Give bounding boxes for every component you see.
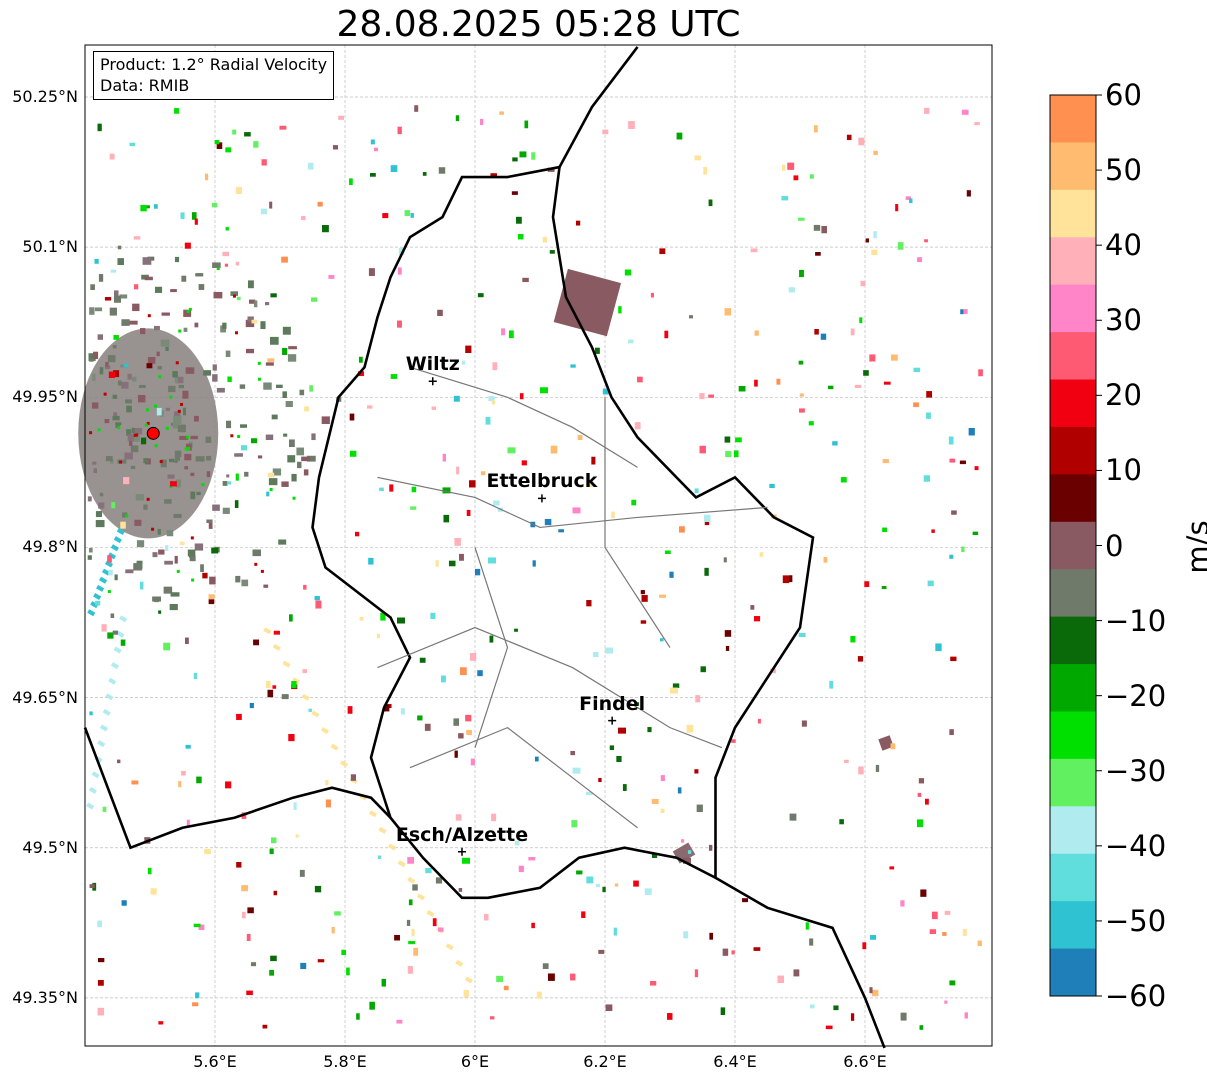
- longitude-label: 5.8°E: [323, 1052, 367, 1071]
- longitude-label: 6.6°E: [843, 1052, 887, 1071]
- colorbar-segment: [1050, 142, 1096, 191]
- luxembourg-border: [311, 165, 815, 900]
- city-marker: [537, 494, 546, 503]
- longitude-label: 6.2°E: [583, 1052, 627, 1071]
- city-label: Ettelbruck: [486, 470, 598, 493]
- canton-border: [409, 726, 638, 829]
- velocity-echo: [683, 857, 691, 864]
- colorbar-tick-label: 30: [1105, 303, 1142, 338]
- colorbar-tick-label: −10: [1105, 603, 1167, 638]
- colorbar-tick-label: 50: [1105, 153, 1142, 188]
- colorbar-segment: [1050, 332, 1096, 381]
- radar-clutter: [78, 256, 894, 984]
- velocity-echo: [572, 507, 581, 514]
- velocity-echo: [442, 487, 451, 494]
- map-gridlines: [85, 45, 992, 1046]
- velocity-echo: [540, 387, 548, 394]
- map-title: 28.08.2025 05:28 UTC: [336, 4, 741, 45]
- colorbar-segment: [1050, 569, 1096, 618]
- map-frame: [84, 44, 993, 1047]
- germany-border: [714, 876, 886, 1049]
- colorbar-unit-label: m/s: [1181, 520, 1207, 574]
- colorbar-tick-label: 10: [1105, 453, 1142, 488]
- colorbar-segment: [1050, 616, 1096, 665]
- velocity-echo: [462, 857, 470, 864]
- colorbar-tick-label: −20: [1105, 678, 1167, 713]
- colorbar-segment: [1050, 237, 1096, 286]
- velocity-echo: [488, 557, 496, 564]
- latitude-label: 49.95°N: [12, 387, 78, 407]
- latitude-label: 50.1°N: [22, 237, 78, 257]
- canton-border: [474, 547, 509, 748]
- city-label: Esch/Alzette: [395, 823, 529, 846]
- colorbar-tick-label: 60: [1105, 78, 1142, 112]
- colorbar-tick-label: −60: [1105, 979, 1167, 1013]
- colorbar-tick-label: 20: [1105, 378, 1142, 413]
- colorbar-tick-label: 0: [1105, 528, 1124, 563]
- colorbar-segment: [1050, 948, 1096, 997]
- velocity-echo: [397, 617, 405, 624]
- colorbar-segment: [1050, 426, 1096, 475]
- latitude-label: 49.5°N: [22, 837, 78, 857]
- longitude-label: 6.4°E: [713, 1052, 757, 1071]
- city-label: Wiltz: [405, 353, 460, 376]
- colorbar-segment: [1050, 474, 1096, 523]
- colorbar-tick-label: −50: [1105, 903, 1167, 938]
- colorbar-segment: [1050, 664, 1096, 712]
- city-marker: [608, 716, 617, 725]
- colorbar-segment: [1050, 95, 1096, 143]
- longitude-label: 5.6°E: [193, 1052, 237, 1071]
- country-borders: [83, 46, 886, 1049]
- longitude-label: 6°E: [460, 1052, 490, 1071]
- city-marker: [428, 377, 437, 386]
- colorbar-segment: [1050, 901, 1096, 950]
- product-info-box: Product: 1.2° Radial Velocity Data: RMIB: [93, 51, 335, 100]
- colorbar-segment: [1050, 853, 1096, 902]
- colorbar-segment: [1050, 521, 1096, 570]
- product-label: Product: 1.2° Radial Velocity: [100, 55, 328, 74]
- canton-border: [377, 626, 723, 749]
- velocity-echo: [605, 647, 613, 654]
- canton-border: [604, 397, 671, 648]
- colorbar-tick-label: −30: [1105, 753, 1167, 788]
- france-border: [83, 727, 392, 850]
- city-label: Findel: [579, 692, 646, 715]
- velocity-echo: [507, 447, 516, 454]
- radar-site-marker: [146, 426, 160, 440]
- velocity-echo: [618, 727, 626, 734]
- colorbar-tick-label: −40: [1105, 828, 1167, 863]
- data-source-label: Data: RMIB: [100, 76, 190, 95]
- velocity-echo: [572, 767, 581, 774]
- colorbar-segment: [1050, 284, 1096, 333]
- city-marker: [458, 847, 466, 856]
- velocity-echo: [670, 687, 678, 694]
- velocity-echoes: [89, 105, 983, 1030]
- colorbar-segment: [1050, 711, 1096, 760]
- canton-border: [409, 366, 638, 468]
- latitude-label: 49.8°N: [22, 537, 78, 557]
- colorbar: [1049, 94, 1102, 997]
- belgium-border: [558, 46, 639, 168]
- colorbar-tick-label: 40: [1105, 228, 1142, 263]
- colorbar-segment: [1050, 806, 1096, 855]
- city-markers: [146, 377, 617, 856]
- latitude-label: 49.65°N: [12, 687, 78, 707]
- colorbar-segment: [1050, 189, 1096, 238]
- latitude-label: 50.25°N: [12, 87, 78, 106]
- colorbar-segment: [1050, 379, 1096, 428]
- latitude-label: 49.35°N: [12, 987, 78, 1007]
- colorbar-segment: [1050, 758, 1096, 807]
- canton-border: [377, 476, 768, 529]
